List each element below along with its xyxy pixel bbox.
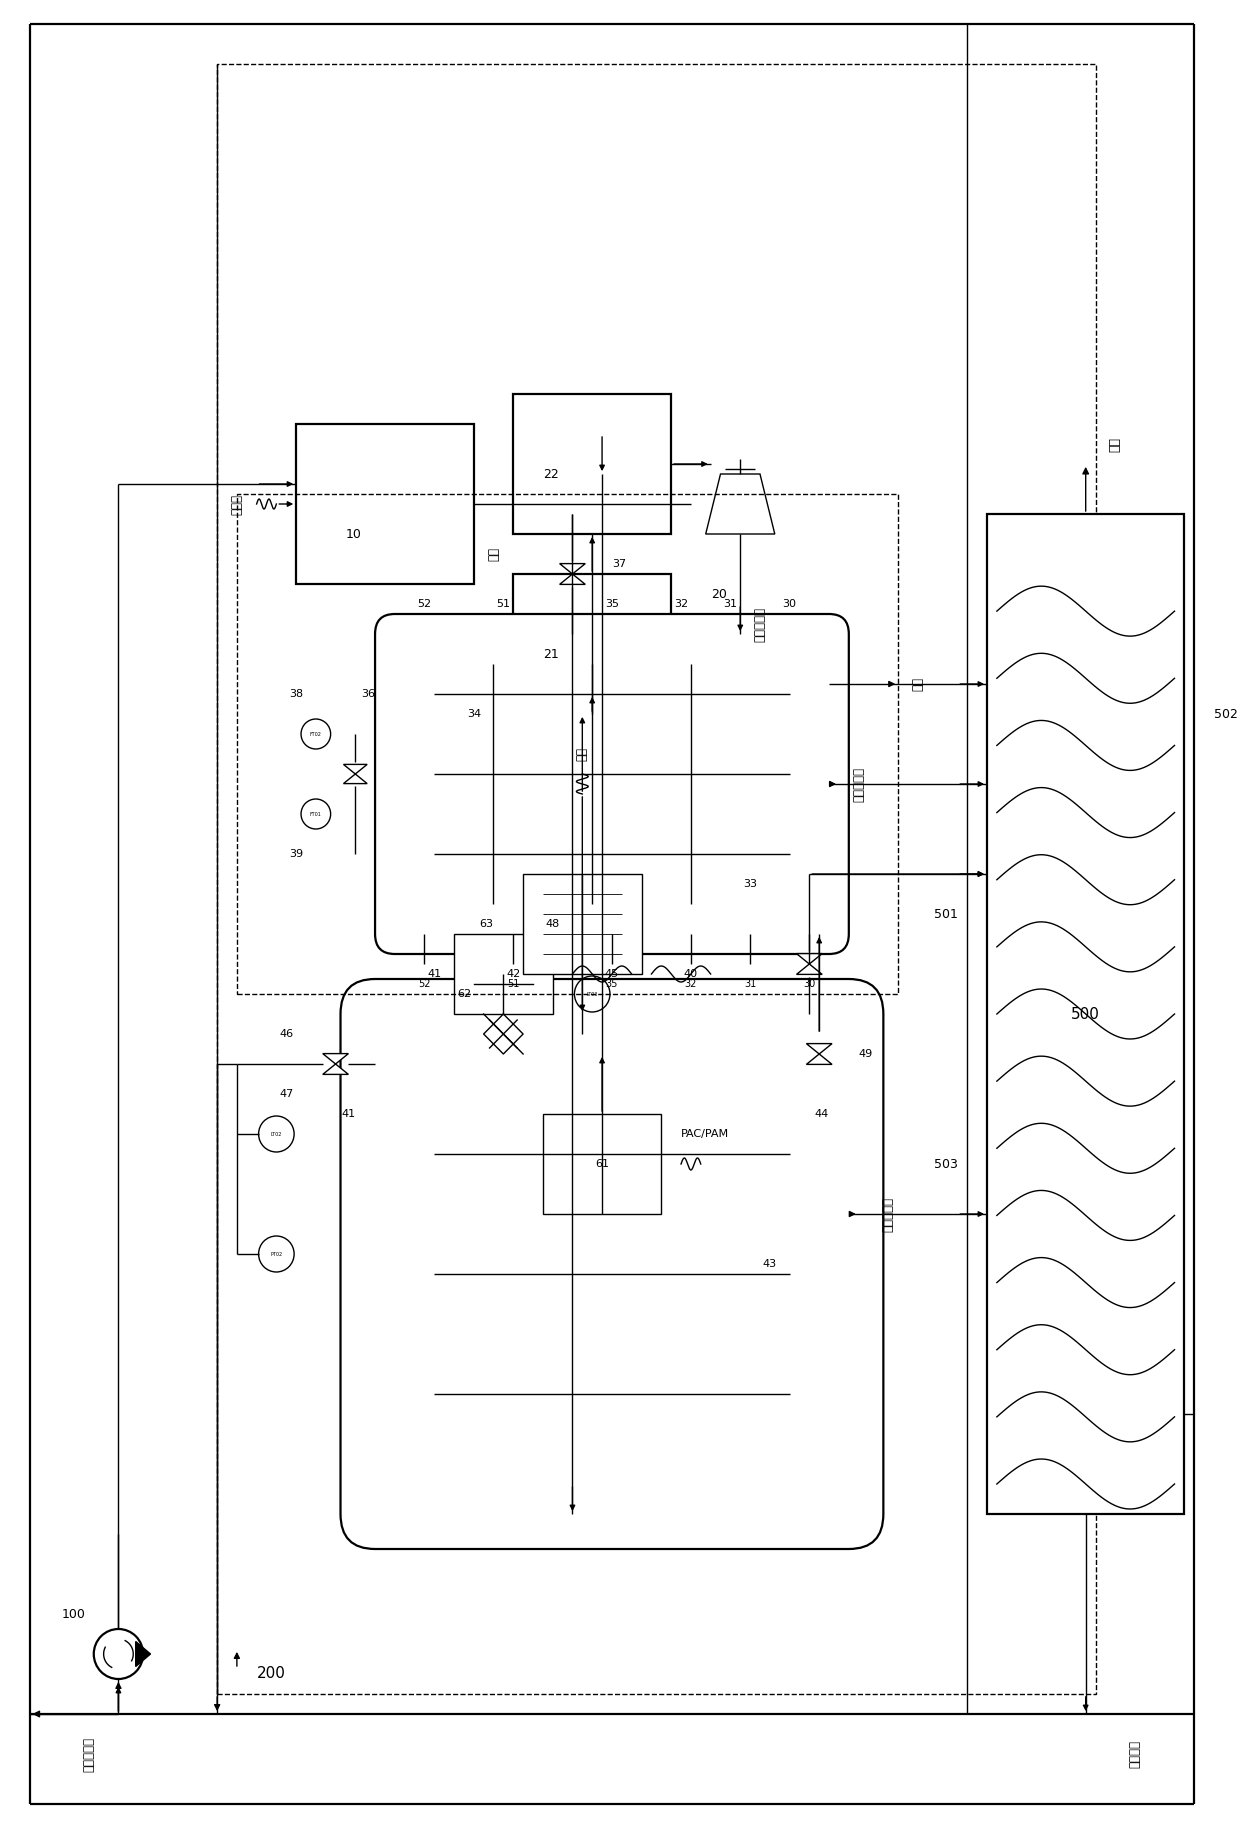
Text: 32: 32: [675, 600, 688, 609]
Text: 残余污水: 残余污水: [1128, 1740, 1142, 1768]
Text: 36: 36: [361, 690, 374, 699]
Bar: [987, 514, 1184, 1515]
Text: PAC/PAM: PAC/PAM: [681, 1130, 729, 1139]
Text: 100: 100: [62, 1607, 86, 1621]
Text: 20: 20: [711, 587, 727, 600]
Text: PT02: PT02: [270, 1251, 283, 1256]
Text: 气液混合液: 气液混合液: [754, 607, 766, 642]
Text: 35: 35: [605, 600, 619, 609]
Text: FT01: FT01: [310, 811, 321, 816]
Polygon shape: [559, 574, 585, 585]
Polygon shape: [135, 1641, 150, 1667]
Bar: [543, 1113, 661, 1214]
Text: 压裂返排液: 压裂返排液: [82, 1737, 95, 1772]
Text: LT02: LT02: [270, 1132, 281, 1137]
Text: FT02: FT02: [310, 732, 321, 737]
Text: 52: 52: [418, 979, 430, 989]
Bar: [296, 424, 474, 583]
Polygon shape: [806, 1044, 832, 1055]
Text: 31: 31: [744, 979, 756, 989]
Bar: [454, 934, 553, 1014]
Text: 40: 40: [683, 968, 698, 979]
Text: 第二处理液: 第二处理液: [882, 1196, 895, 1231]
Text: 32: 32: [684, 979, 697, 989]
Text: LT03: LT03: [587, 992, 598, 996]
Polygon shape: [343, 774, 367, 783]
Text: 空气: 空气: [575, 746, 589, 761]
Polygon shape: [322, 1064, 348, 1075]
Text: 43: 43: [763, 1258, 777, 1269]
Polygon shape: [796, 954, 822, 965]
Bar: [513, 394, 671, 534]
Text: 10: 10: [346, 528, 361, 541]
Polygon shape: [796, 965, 822, 974]
Text: 49: 49: [858, 1049, 873, 1058]
Text: 31: 31: [723, 600, 738, 609]
Text: 501: 501: [934, 908, 957, 921]
Text: 503: 503: [934, 1157, 957, 1170]
Text: 30: 30: [782, 600, 796, 609]
Text: 35: 35: [606, 979, 618, 989]
Text: 41: 41: [428, 968, 441, 979]
Polygon shape: [343, 765, 367, 774]
Text: 30: 30: [804, 979, 816, 989]
Text: 34: 34: [466, 710, 481, 719]
Text: 臭氧: 臭氧: [487, 547, 500, 561]
Text: 37: 37: [611, 559, 626, 569]
Bar: [217, 64, 1096, 1695]
Text: 第一处理液: 第一处理液: [852, 767, 866, 801]
Text: 干泥: 干泥: [1109, 436, 1122, 451]
Text: 63: 63: [480, 919, 494, 930]
Text: 62: 62: [456, 989, 471, 1000]
Text: 61: 61: [595, 1159, 609, 1168]
Text: 51: 51: [507, 979, 520, 989]
Polygon shape: [559, 563, 585, 574]
Text: 502: 502: [1214, 708, 1238, 721]
Bar: [513, 574, 671, 713]
Text: 38: 38: [289, 690, 303, 699]
Text: 39: 39: [289, 849, 303, 858]
Text: 200: 200: [257, 1667, 285, 1682]
Text: 51: 51: [496, 600, 511, 609]
Text: 41: 41: [341, 1110, 356, 1119]
Text: 催化剂: 催化剂: [231, 493, 243, 515]
FancyBboxPatch shape: [374, 614, 849, 954]
Text: 22: 22: [543, 468, 558, 481]
Text: 45: 45: [605, 968, 619, 979]
Text: 52: 52: [418, 600, 432, 609]
Text: 46: 46: [279, 1029, 294, 1040]
FancyBboxPatch shape: [341, 979, 883, 1550]
Text: 500: 500: [1071, 1007, 1100, 1022]
Text: 浮渣: 浮渣: [911, 677, 924, 691]
Bar: [523, 875, 641, 974]
Text: 48: 48: [546, 919, 559, 930]
Text: 47: 47: [279, 1089, 294, 1099]
Text: 44: 44: [815, 1110, 830, 1119]
Text: 21: 21: [543, 647, 558, 660]
Polygon shape: [806, 1055, 832, 1064]
Polygon shape: [706, 473, 775, 534]
Polygon shape: [322, 1053, 348, 1064]
Text: 33: 33: [743, 878, 758, 889]
Bar: [237, 493, 898, 994]
Text: 42: 42: [506, 968, 521, 979]
